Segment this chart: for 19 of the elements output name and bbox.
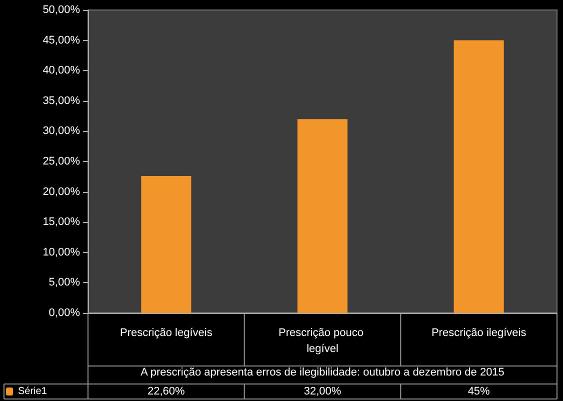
- y-tick-label: 45,00%: [42, 34, 80, 46]
- y-tick-label: 20,00%: [42, 186, 80, 198]
- y-tick-label: 25,00%: [42, 156, 80, 168]
- y-tick-label: 0,00%: [48, 307, 80, 319]
- legend-label: Série1: [18, 386, 48, 397]
- y-tick-label: 50,00%: [42, 4, 80, 16]
- y-tick-label: 10,00%: [42, 246, 80, 258]
- y-tick-label: 30,00%: [42, 125, 80, 138]
- x-tick-label: Prescrição ilegíveis: [431, 327, 527, 339]
- x-tick-label: Prescrição legíveis: [120, 327, 213, 339]
- data-label: 32,00%: [304, 386, 342, 398]
- y-tick-label: 40,00%: [42, 64, 80, 77]
- data-label: 22,60%: [148, 386, 186, 398]
- y-tick-label: 5,00%: [48, 276, 80, 289]
- x-tick-label: Prescrição pouco legível: [278, 327, 367, 355]
- y-tick-label: 35,00%: [42, 94, 80, 107]
- y-tick-label: 15,00%: [42, 216, 80, 228]
- data-label: 45%: [468, 386, 490, 398]
- x-axis-title: A prescrição apresenta erros de ilegibilidade: outubro a dezembro de 2015: [140, 366, 504, 378]
